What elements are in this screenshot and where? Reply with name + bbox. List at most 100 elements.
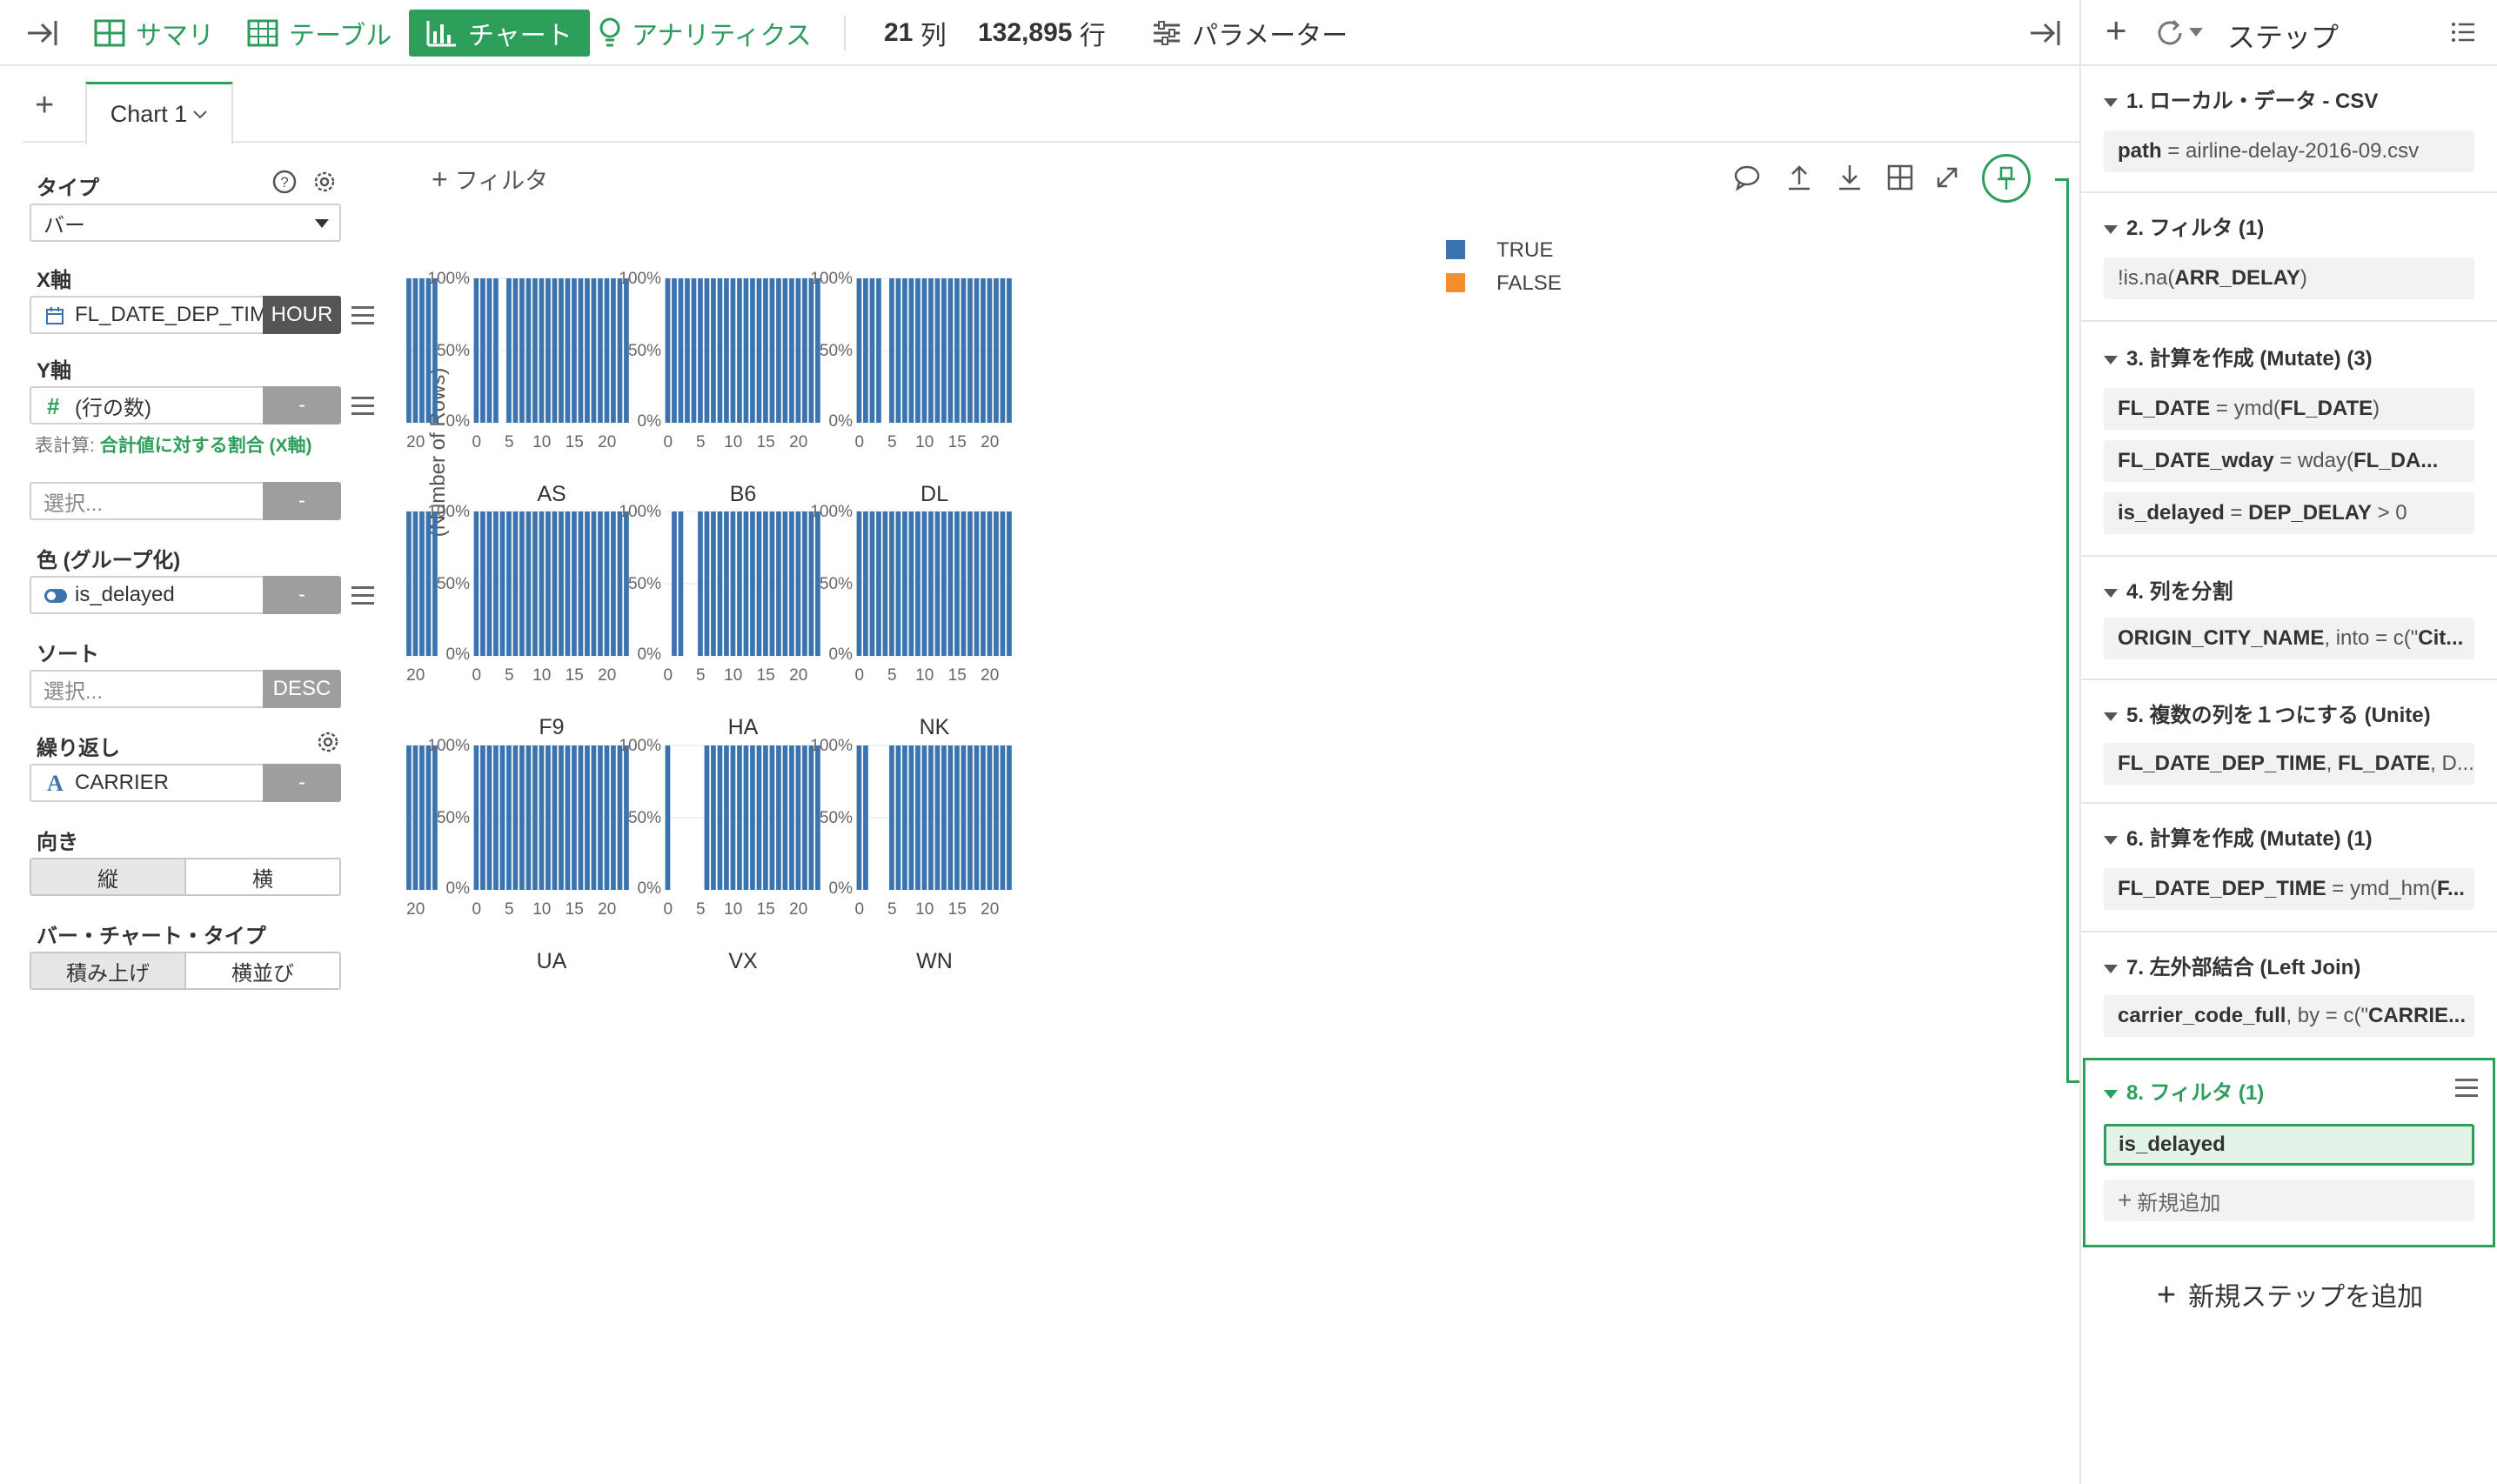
bar-UA-h15[interactable] (572, 745, 577, 890)
bar-UA-h14[interactable] (565, 745, 571, 890)
bar-type-stacked[interactable]: 積み上げ (31, 953, 184, 988)
repeat-gear-icon[interactable] (315, 729, 341, 755)
step-4-title[interactable]: 4. 列を分割 (2104, 574, 2233, 605)
bar-NK-h17[interactable] (967, 511, 973, 656)
comment-icon[interactable] (1731, 162, 1763, 193)
bar-UA-h13[interactable] (559, 745, 564, 890)
bar-DL-h7[interactable] (902, 278, 907, 423)
list-menu-icon[interactable] (2450, 19, 2476, 45)
bar-UA-h1[interactable] (480, 745, 485, 890)
bar-WN-h6[interactable] (895, 745, 901, 890)
bar-WN-h14[interactable] (947, 745, 954, 890)
view-analytics-tab[interactable]: アナリティクス (599, 0, 812, 66)
bar-HA-h23[interactable] (815, 511, 820, 656)
tab-chart-1[interactable]: Chart 1 (85, 82, 233, 144)
bar-AS-h20[interactable] (604, 278, 610, 423)
color-menu-icon[interactable] (351, 586, 374, 605)
bar-NK-h14[interactable] (947, 511, 954, 656)
step-5-line-1[interactable]: FL_DATE_DEP_TIME, FL_DATE, D... (2104, 743, 2474, 785)
bar-HA-h16[interactable] (769, 511, 775, 656)
sort-order-button[interactable]: DESC (263, 670, 341, 708)
bar-HA-h8[interactable] (717, 511, 723, 656)
bar-NK-h21[interactable] (994, 511, 999, 656)
y-axis-column-field[interactable]: # (行の数) (30, 386, 266, 424)
bar-B6-h8[interactable] (717, 278, 723, 423)
bar-DL-h23[interactable] (1007, 278, 1012, 423)
bar-F9-h13[interactable] (559, 511, 564, 656)
bar-NK-h11[interactable] (928, 511, 934, 656)
bar-AS-h5[interactable] (506, 278, 512, 423)
bar-AS-h8[interactable] (526, 278, 532, 423)
bar-B6-h16[interactable] (769, 278, 775, 423)
bar-WN-h7[interactable] (902, 745, 907, 890)
bar-AS-h11[interactable] (546, 278, 551, 423)
bar-VX-h7[interactable] (711, 745, 716, 890)
bar-UA-h0[interactable] (473, 745, 479, 890)
bar-OO-h19[interactable] (406, 745, 412, 890)
bar-VX-h18[interactable] (782, 745, 788, 890)
bar-WN-h13[interactable] (941, 745, 947, 890)
bar-UA-h23[interactable] (624, 745, 629, 890)
chart-type-select[interactable]: バー (30, 204, 341, 242)
parameters-button[interactable]: パラメーター (1152, 0, 1348, 66)
bar-F9-h19[interactable] (598, 511, 603, 656)
bar-NK-h3[interactable] (876, 511, 881, 656)
bar-UA-h7[interactable] (519, 745, 525, 890)
bar-DL-h16[interactable] (961, 278, 967, 423)
bar-HA-h5[interactable] (698, 511, 703, 656)
bar-NK-h7[interactable] (902, 511, 907, 656)
bar-OO-h21[interactable] (419, 745, 425, 890)
bar-DL-h0[interactable] (856, 278, 862, 423)
bar-B6-h21[interactable] (802, 278, 807, 423)
bar-UA-h20[interactable] (604, 745, 610, 890)
bar-F9-h21[interactable] (611, 511, 616, 656)
bar-AS-h6[interactable] (512, 278, 519, 423)
bar-B6-h14[interactable] (756, 278, 762, 423)
bar-AS-h15[interactable] (572, 278, 577, 423)
bar-UA-h12[interactable] (552, 745, 558, 890)
bar-DL-h20[interactable] (987, 278, 993, 423)
bar-F9-h10[interactable] (539, 511, 545, 656)
bar-B6-h4[interactable] (691, 278, 697, 423)
step-6-line-1[interactable]: FL_DATE_DEP_TIME = ymd_hm(F... (2104, 868, 2474, 910)
bar-EV-h20[interactable] (412, 511, 418, 656)
bar-B6-h2[interactable] (678, 278, 684, 423)
bar-F9-h3[interactable] (493, 511, 499, 656)
bar-VX-h23[interactable] (815, 745, 820, 890)
bar-HA-h18[interactable] (782, 511, 788, 656)
step-2-title[interactable]: 2. フィルタ (1) (2104, 211, 2264, 241)
bar-B6-h3[interactable] (685, 278, 690, 423)
bar-AS-h0[interactable] (473, 278, 479, 423)
bar-VX-h6[interactable] (704, 745, 710, 890)
bar-HA-h19[interactable] (789, 511, 794, 656)
bar-HA-h1[interactable] (672, 511, 677, 656)
bar-NK-h23[interactable] (1007, 511, 1012, 656)
bar-DL-h6[interactable] (895, 278, 901, 423)
bar-F9-h16[interactable] (578, 511, 584, 656)
bar-VX-h12[interactable] (743, 745, 749, 890)
bar-AS-h12[interactable] (552, 278, 558, 423)
bar-B6-h20[interactable] (795, 278, 801, 423)
bar-NK-h19[interactable] (981, 511, 986, 656)
bar-HA-h9[interactable] (724, 511, 729, 656)
help-icon[interactable]: ? (271, 169, 298, 195)
step-3-line-3[interactable]: is_delayed = DEP_DELAY > 0 (2104, 492, 2474, 534)
bar-F9-h6[interactable] (512, 511, 519, 656)
bar-VX-h17[interactable] (776, 745, 781, 890)
bar-B6-h19[interactable] (789, 278, 794, 423)
bar-NK-h18[interactable] (974, 511, 980, 656)
bar-B6-h15[interactable] (763, 278, 768, 423)
bar-UA-h16[interactable] (578, 745, 584, 890)
bar-DL-h5[interactable] (889, 278, 894, 423)
bar-B6-h23[interactable] (815, 278, 820, 423)
bar-B6-h22[interactable] (808, 278, 814, 423)
bar-AS-h16[interactable] (578, 278, 584, 423)
bar-VX-h0[interactable] (665, 745, 671, 890)
bar-HA-h12[interactable] (743, 511, 749, 656)
bar-AS-h3[interactable] (493, 278, 499, 423)
bar-UA-h18[interactable] (591, 745, 597, 890)
bar-F9-h5[interactable] (506, 511, 512, 656)
refresh-icon[interactable] (2154, 17, 2186, 49)
bar-AA-h23[interactable] (432, 278, 438, 423)
x-axis-menu-icon[interactable] (351, 306, 374, 325)
